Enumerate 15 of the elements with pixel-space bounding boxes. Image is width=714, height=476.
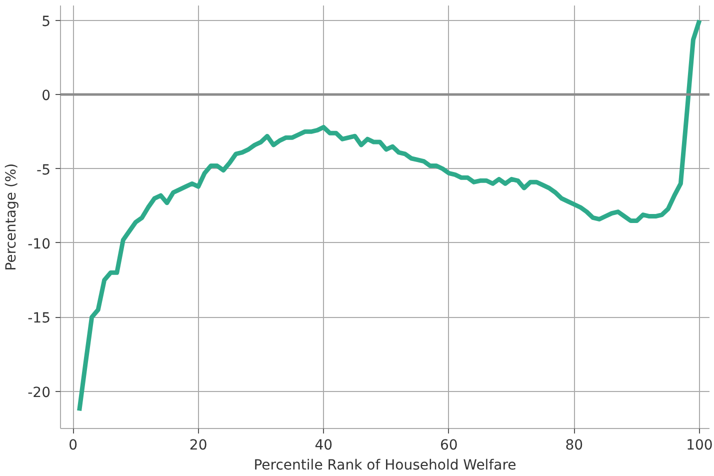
y-tick-label: -10 bbox=[28, 236, 51, 252]
y-tick-label: -5 bbox=[36, 162, 51, 178]
y-tick-label: 0 bbox=[42, 88, 51, 104]
y-tick-label: -15 bbox=[28, 310, 51, 327]
x-tick-label: 20 bbox=[189, 438, 208, 454]
x-tick-label: 40 bbox=[314, 438, 333, 454]
y-tick-label: 5 bbox=[42, 14, 51, 30]
y-axis-title: Percentage (%) bbox=[4, 163, 20, 271]
x-axis-title: Percentile Rank of Household Welfare bbox=[254, 458, 516, 474]
x-tick-label: 60 bbox=[440, 438, 458, 454]
x-tick-label: 0 bbox=[68, 438, 78, 454]
x-tick-label: 100 bbox=[686, 438, 713, 454]
line-series bbox=[77, 18, 702, 413]
y-tick-label: -20 bbox=[28, 384, 51, 401]
x-tick-label: 80 bbox=[565, 438, 584, 454]
